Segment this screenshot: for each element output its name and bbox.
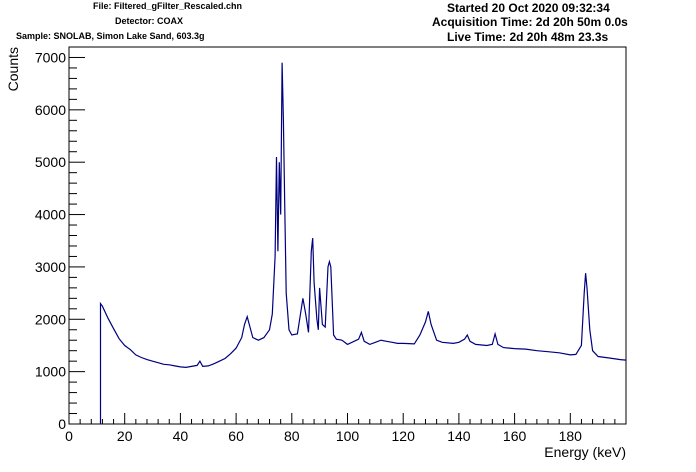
started-label: Started 20 Oct 2020 09:32:34 [447, 1, 610, 15]
x-tick-label: 140 [447, 428, 471, 444]
x-tick-label: 180 [559, 428, 583, 444]
detector-label: Detector: COAX [115, 16, 184, 26]
plot-frame [68, 46, 627, 425]
y-tick-label: 4000 [35, 207, 66, 223]
y-tick-label: 3000 [35, 259, 66, 275]
x-tick-labels: 0 20 40 60 80 100 120 140 160 180 [65, 428, 582, 444]
x-axis-label: Energy (keV) [544, 444, 626, 460]
y-tick-label: 1000 [35, 364, 66, 380]
y-tick-label: 2000 [35, 311, 66, 327]
x-tick-label: 20 [117, 428, 133, 444]
axis-ticks [68, 46, 616, 425]
y-tick-labels: 0 1000 2000 3000 4000 5000 6000 7000 [35, 49, 66, 432]
spectrum-series-line [99, 62, 627, 424]
y-tick-label: 5000 [35, 154, 66, 170]
x-tick-label: 60 [228, 428, 244, 444]
y-tick-label: 7000 [35, 49, 66, 65]
live-time-label: Live Time: 2d 20h 48m 23.3s [447, 30, 609, 44]
y-tick-label: 6000 [35, 102, 66, 118]
x-tick-label: 80 [284, 428, 300, 444]
y-axis-label: Counts [5, 47, 21, 91]
x-tick-label: 100 [336, 428, 360, 444]
x-tick-label: 0 [65, 428, 73, 444]
acquisition-time-label: Acquisition Time: 2d 20h 50m 0.0s [432, 15, 628, 29]
file-label: File: Filtered_gFilter_Rescaled.chn [93, 1, 243, 11]
sample-label: Sample: SNOLAB, Simon Lake Sand, 603.3g [16, 31, 205, 41]
x-tick-label: 120 [392, 428, 416, 444]
x-tick-label: 160 [503, 428, 527, 444]
y-tick-label: 0 [58, 416, 66, 432]
x-tick-label: 40 [173, 428, 189, 444]
